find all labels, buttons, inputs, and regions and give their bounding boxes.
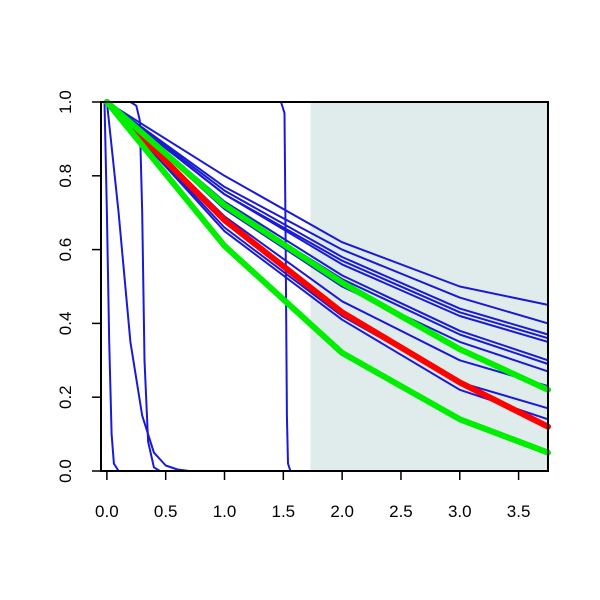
series-line-red-16 xyxy=(103,99,551,430)
x-tick-label: 3.0 xyxy=(448,502,472,521)
axes-layer: 0.0 0.5 1.0 1.5 2.0 2.5 3.0 3.5 0.0 0.2 0.4 0.6 0.8 1… xyxy=(56,90,549,521)
series-line-blue-5 xyxy=(105,101,549,343)
series-line-blue-3 xyxy=(105,101,549,336)
series-line-blue-10 xyxy=(105,101,549,410)
y-tick-label: 0.4 xyxy=(56,312,75,336)
x-tick-label: 2.0 xyxy=(330,502,354,521)
x-tick-label: 1.0 xyxy=(213,502,237,521)
y-tick-label: 0.6 xyxy=(56,238,75,262)
series-line-blue-1 xyxy=(105,101,549,306)
y-tick-label: 0.2 xyxy=(56,385,75,409)
y-tick-label: 0.8 xyxy=(56,164,75,188)
series-line-green-18 xyxy=(103,99,551,456)
x-tick-label: 0.0 xyxy=(95,502,119,521)
x-tick-label: 0.5 xyxy=(154,502,178,521)
series-line-green-17 xyxy=(103,99,551,393)
series-line-blue-14 xyxy=(129,101,161,472)
series-line-blue-2 xyxy=(105,101,549,325)
x-tick-label: 1.5 xyxy=(272,502,296,521)
y-tick-label: 1.0 xyxy=(56,90,75,114)
x-tick-label: 3.5 xyxy=(507,502,531,521)
series-line-blue-12 xyxy=(103,101,120,472)
series-line-blue-15 xyxy=(280,101,292,472)
x-tick-label: 2.5 xyxy=(389,502,413,521)
y-tick-label: 0.0 xyxy=(56,459,75,483)
plot-frame xyxy=(100,101,549,472)
series-layer xyxy=(103,99,551,472)
